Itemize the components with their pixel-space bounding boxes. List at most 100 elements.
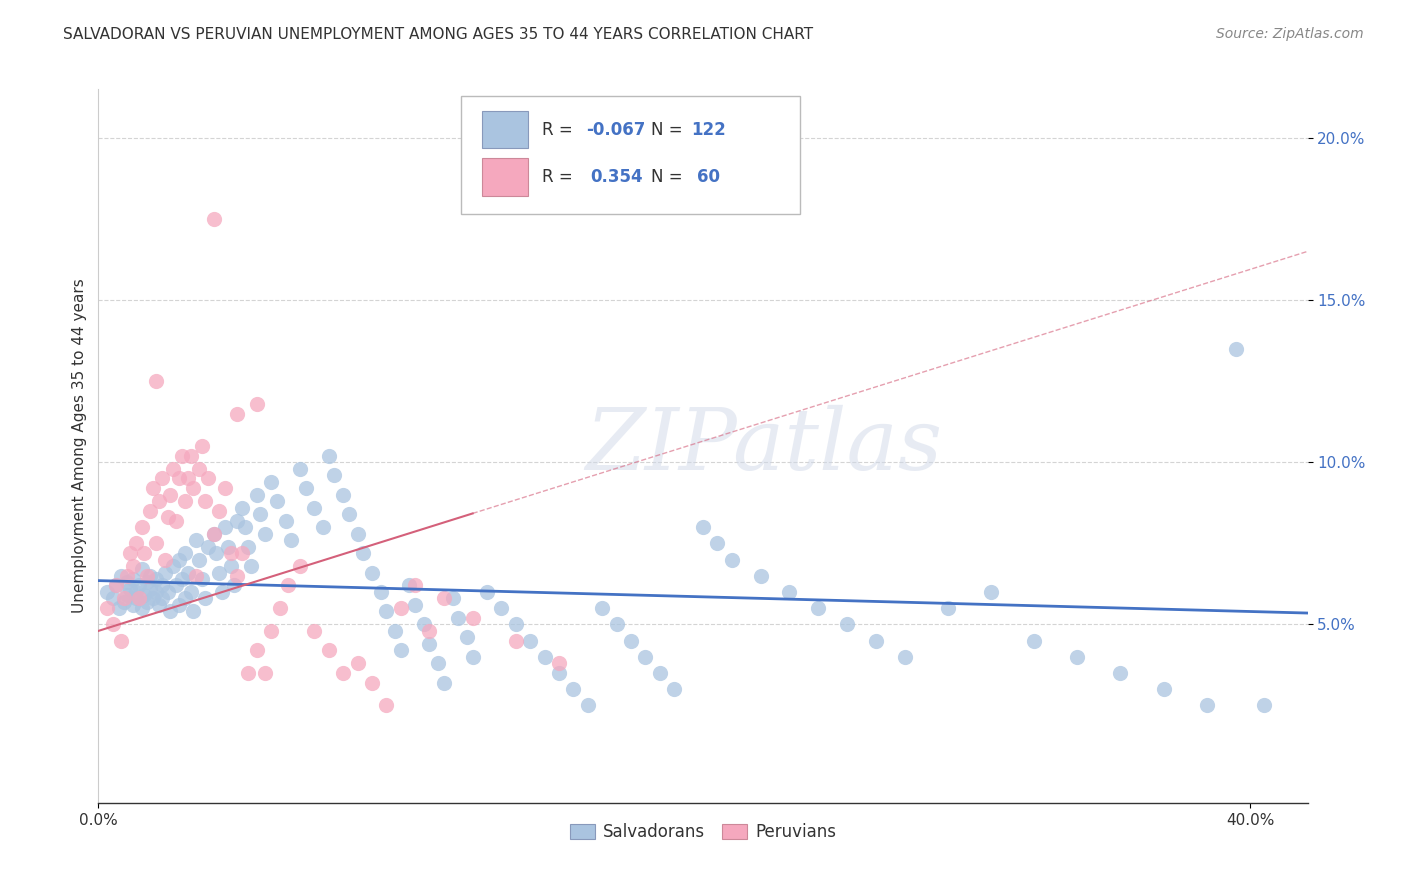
Point bbox=[136, 568, 159, 582]
Point bbox=[294, 481, 316, 495]
Point bbox=[125, 536, 148, 550]
Point bbox=[156, 585, 179, 599]
Point bbox=[533, 649, 555, 664]
Point bbox=[110, 568, 132, 582]
Point bbox=[115, 568, 138, 582]
Point bbox=[288, 559, 311, 574]
Point bbox=[214, 481, 236, 495]
Point bbox=[101, 591, 124, 606]
Point bbox=[150, 578, 173, 592]
Text: -0.067: -0.067 bbox=[586, 121, 645, 139]
Point bbox=[361, 566, 384, 580]
Point bbox=[208, 566, 231, 580]
Point bbox=[131, 601, 153, 615]
Point bbox=[591, 601, 613, 615]
Point bbox=[173, 494, 195, 508]
Point bbox=[165, 514, 187, 528]
Point bbox=[112, 591, 135, 606]
Point bbox=[404, 598, 426, 612]
Point bbox=[125, 585, 148, 599]
Point bbox=[131, 520, 153, 534]
Point bbox=[134, 588, 156, 602]
Point bbox=[778, 585, 800, 599]
Point bbox=[1253, 698, 1275, 713]
Point bbox=[145, 374, 167, 388]
Point bbox=[150, 471, 173, 485]
Point bbox=[260, 475, 283, 489]
Point bbox=[269, 601, 291, 615]
Point bbox=[136, 595, 159, 609]
Point bbox=[225, 514, 247, 528]
Point bbox=[104, 578, 127, 592]
Point bbox=[128, 591, 150, 606]
Point bbox=[188, 552, 211, 566]
Point bbox=[1153, 682, 1175, 697]
Point bbox=[180, 449, 202, 463]
Point bbox=[202, 526, 225, 541]
Point bbox=[1225, 342, 1247, 356]
Point bbox=[706, 536, 728, 550]
Point bbox=[240, 559, 263, 574]
Point bbox=[254, 526, 277, 541]
Point bbox=[352, 546, 374, 560]
FancyBboxPatch shape bbox=[482, 112, 527, 148]
Point bbox=[548, 666, 571, 681]
Point bbox=[110, 633, 132, 648]
Point bbox=[254, 666, 277, 681]
Point bbox=[433, 675, 456, 690]
Point bbox=[692, 520, 714, 534]
Point bbox=[280, 533, 302, 547]
Point bbox=[142, 591, 165, 606]
Point bbox=[101, 617, 124, 632]
Point bbox=[131, 562, 153, 576]
Point bbox=[412, 617, 434, 632]
Y-axis label: Unemployment Among Ages 35 to 44 years: Unemployment Among Ages 35 to 44 years bbox=[72, 278, 87, 614]
Point bbox=[197, 540, 219, 554]
Point bbox=[461, 649, 484, 664]
Point bbox=[246, 488, 269, 502]
Point bbox=[194, 591, 217, 606]
Point bbox=[260, 624, 283, 638]
Point bbox=[180, 585, 202, 599]
Point bbox=[148, 598, 170, 612]
Point bbox=[183, 481, 205, 495]
Point bbox=[104, 578, 127, 592]
Point bbox=[648, 666, 671, 681]
Point bbox=[142, 481, 165, 495]
Point bbox=[332, 666, 354, 681]
Point bbox=[1109, 666, 1132, 681]
Point bbox=[148, 494, 170, 508]
Point bbox=[246, 397, 269, 411]
Point bbox=[398, 578, 420, 592]
Point bbox=[165, 578, 187, 592]
Point bbox=[159, 488, 181, 502]
Text: N =: N = bbox=[651, 168, 693, 186]
Point bbox=[620, 633, 643, 648]
Point bbox=[304, 500, 326, 515]
FancyBboxPatch shape bbox=[461, 96, 800, 214]
Point bbox=[173, 546, 195, 560]
Point bbox=[236, 666, 259, 681]
Point bbox=[519, 633, 541, 648]
Point bbox=[418, 624, 440, 638]
Point bbox=[246, 643, 269, 657]
Point bbox=[122, 572, 145, 586]
Point bbox=[145, 536, 167, 550]
Point bbox=[139, 582, 162, 596]
Text: N =: N = bbox=[651, 121, 688, 139]
Point bbox=[176, 566, 198, 580]
Point bbox=[170, 449, 193, 463]
Point bbox=[720, 552, 742, 566]
Point bbox=[1066, 649, 1088, 664]
Point bbox=[865, 633, 887, 648]
Point bbox=[835, 617, 858, 632]
Point bbox=[194, 494, 217, 508]
Point bbox=[1022, 633, 1045, 648]
Point bbox=[145, 585, 167, 599]
Point bbox=[236, 540, 259, 554]
Point bbox=[606, 617, 628, 632]
Point bbox=[150, 591, 173, 606]
Point bbox=[167, 471, 190, 485]
Point bbox=[361, 675, 384, 690]
Text: SALVADORAN VS PERUVIAN UNEMPLOYMENT AMONG AGES 35 TO 44 YEARS CORRELATION CHART: SALVADORAN VS PERUVIAN UNEMPLOYMENT AMON… bbox=[63, 27, 814, 42]
